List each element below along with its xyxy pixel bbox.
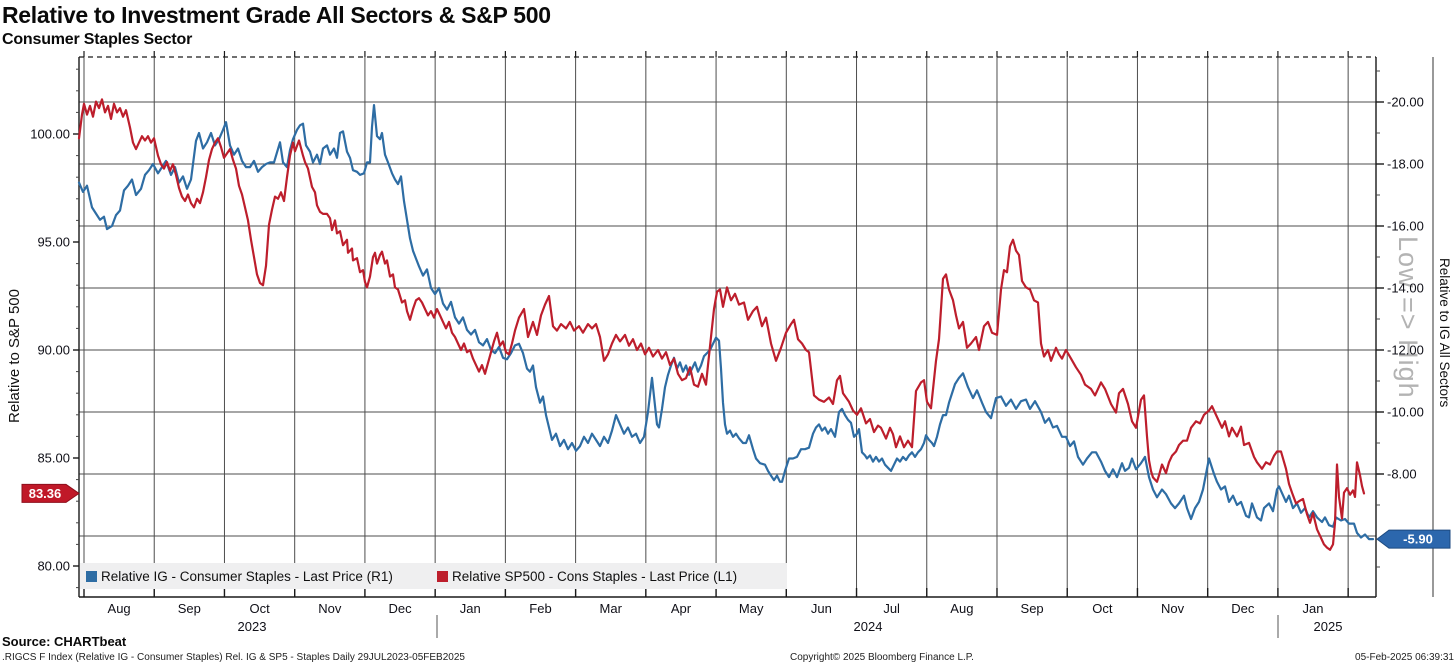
right-axis-tick-label: -12.00	[1387, 343, 1424, 358]
x-axis-month-label: Nov	[1161, 601, 1185, 616]
legend-label: Relative SP500 - Cons Staples - Last Pri…	[452, 568, 738, 584]
x-axis-month-label: Sep	[1021, 601, 1044, 616]
left-axis-tick-label: 95.00	[37, 235, 70, 250]
x-axis-month-label: May	[739, 601, 764, 616]
left-last-price-badge	[21, 483, 80, 503]
copyright-text: Copyright© 2025 Bloomberg Finance L.P.	[790, 652, 974, 663]
page-title: Relative to Investment Grade All Sectors…	[2, 2, 551, 28]
right-axis-tick-label: -20.00	[1387, 95, 1424, 110]
left-axis-tick-label: 80.00	[37, 559, 70, 574]
right-axis-tick-label: -10.00	[1387, 405, 1424, 420]
x-axis-month-label: Oct	[1092, 601, 1113, 616]
x-axis-month-label: Nov	[318, 601, 342, 616]
x-axis-month-label: Jan	[1303, 601, 1324, 616]
legend-item-sp500-cons-staples[interactable]: Relative SP500 - Cons Staples - Last Pri…	[437, 563, 737, 589]
low-high-watermark: Low => High	[1393, 236, 1423, 399]
page-subtitle: Consumer Staples Sector	[2, 31, 193, 48]
x-axis-month-label: Jun	[811, 601, 832, 616]
right-last-price-badge	[1376, 529, 1451, 549]
x-axis-month-label: Aug	[108, 601, 131, 616]
x-axis-month-label: Apr	[671, 601, 692, 616]
left-axis-title: Relative to S&P 500	[6, 289, 23, 423]
left-axis-tick-label: 100.00	[30, 127, 70, 142]
right-axis-tick-label: -18.00	[1387, 157, 1424, 172]
x-axis-month-label: Dec	[1231, 601, 1255, 616]
right-axis-title: Relative to IG All Sectors	[1437, 258, 1452, 408]
x-axis-month-label: Oct	[249, 601, 270, 616]
right-axis-tick-label: -14.00	[1387, 281, 1424, 296]
right-axis-tick-label: -16.00	[1387, 219, 1424, 234]
x-axis-month-label: Aug	[950, 601, 973, 616]
x-axis-year-label: 2023	[238, 619, 267, 634]
x-axis-year-label: 2024	[854, 619, 883, 634]
legend-swatch-red	[437, 570, 448, 582]
legend-item-ig-consumer-staples[interactable]: Relative IG - Consumer Staples - Last Pr…	[86, 563, 393, 589]
left-axis-tick-label: 85.00	[37, 451, 70, 466]
ticker-description: .RIGCS F Index (Relative IG - Consumer S…	[2, 652, 465, 663]
series-line-ig	[77, 103, 1375, 541]
legend: Relative IG - Consumer Staples - Last Pr…	[80, 563, 787, 589]
series-line-sp500	[77, 98, 1366, 551]
x-axis-month-label: Feb	[529, 601, 551, 616]
left-axis-tick-label: 90.00	[37, 343, 70, 358]
x-axis-year-label: 2025	[1314, 619, 1343, 634]
left-last-price-label: 83.36	[29, 486, 62, 501]
x-axis-month-label: Jul	[883, 601, 900, 616]
x-axis-month-label: Mar	[600, 601, 623, 616]
x-axis-month-label: Jan	[460, 601, 481, 616]
legend-swatch-blue	[86, 570, 97, 582]
x-axis-month-label: Sep	[178, 601, 201, 616]
timestamp: 05-Feb-2025 06:39:31	[1355, 652, 1454, 663]
x-axis-month-label: Dec	[388, 601, 412, 616]
right-last-price-label: -5.90	[1403, 532, 1433, 547]
source-label: Source: CHARTbeat	[2, 634, 127, 649]
right-axis-tick-label: -8.00	[1387, 467, 1417, 482]
legend-label: Relative IG - Consumer Staples - Last Pr…	[101, 568, 393, 584]
